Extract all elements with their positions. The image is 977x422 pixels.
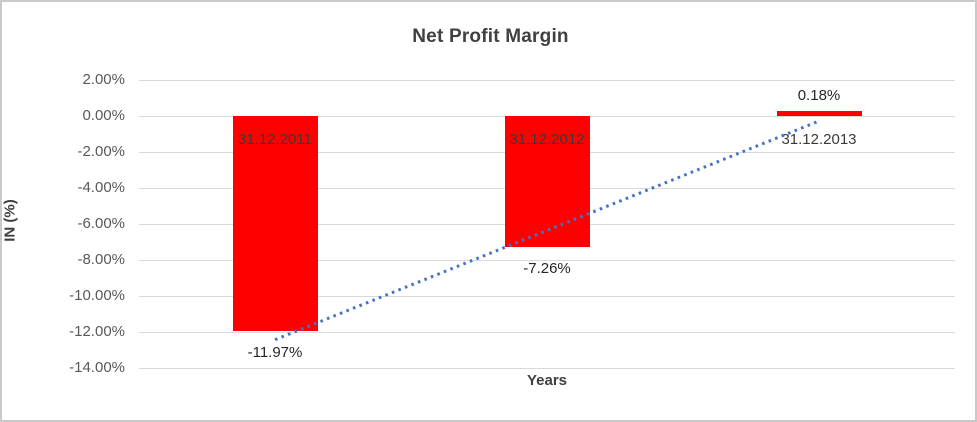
- y-tick-label: -8.00%: [77, 251, 125, 268]
- y-tick-label: -14.00%: [69, 359, 125, 376]
- x-axis-title: Years: [526, 372, 568, 389]
- y-tick-label: 0.00%: [82, 107, 125, 124]
- y-tick-label: -6.00%: [77, 215, 125, 232]
- bar: [232, 116, 318, 332]
- gridline: [139, 79, 955, 81]
- bar-category-label: 31.12.2012: [509, 131, 585, 148]
- bar-value-label: 0.18%: [797, 86, 841, 104]
- bar-category-label: 31.12.2011: [238, 131, 312, 148]
- gridline: [139, 331, 955, 333]
- bar-category-label: 31.12.2013: [781, 131, 857, 148]
- y-tick-label: -10.00%: [69, 287, 125, 304]
- chart-title: Net Profit Margin: [412, 26, 569, 47]
- y-tick-label: 2.00%: [82, 71, 125, 88]
- bar: [776, 111, 862, 116]
- y-tick-label: -12.00%: [69, 323, 125, 340]
- gridline: [139, 367, 955, 369]
- y-axis-title: IN (%): [1, 199, 19, 242]
- y-tick-label: -2.00%: [77, 143, 125, 160]
- bar-value-label: -7.26%: [523, 259, 571, 277]
- y-tick-label: -4.00%: [77, 179, 125, 196]
- bar-value-label: -11.97%: [247, 344, 303, 362]
